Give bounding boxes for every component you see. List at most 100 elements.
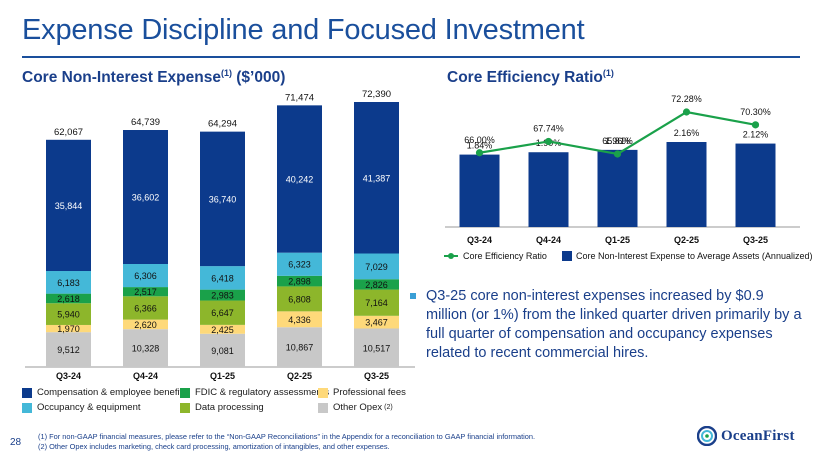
legend-item: Professional fees [318,387,406,398]
legend-swatch [22,402,32,413]
data-label: 2,620 [134,320,157,330]
line-data-label: 72.28% [671,94,702,104]
legend-footnote: (2) [384,404,393,411]
bar-segment [123,329,168,367]
data-label: 36,602 [132,193,160,203]
left-chart-title-footnote: (1) [220,68,232,78]
bar-segment [46,293,91,304]
bar-segment [200,324,245,334]
data-label: 9,081 [211,346,234,356]
data-label: 6,323 [288,260,311,270]
data-label: 6,306 [134,271,157,281]
bar-segment [46,303,91,325]
oceanfirst-logo: OceanFirst [697,426,795,446]
bar-segment [354,289,399,316]
legend-swatch [318,387,328,398]
x-tick-label: Q2-25 [287,371,312,381]
bar-segment [46,332,91,367]
line-data-label: 67.74% [533,123,564,133]
right-chart-title-main: Core Efficiency Ratio [447,69,603,87]
x-tick-label: Q3-25 [364,371,389,381]
bar-data-label: 1.96% [605,136,631,146]
total-label: 62,067 [54,127,83,138]
efficiency-point [751,121,760,129]
legend-label: Compensation & employee benefits [37,387,187,398]
data-label: 40,242 [286,175,314,185]
bar-segment [123,296,168,320]
legend-item: Compensation & employee benefits [22,387,187,398]
commentary-text: Q3-25 core non-interest expenses increas… [426,288,802,361]
legend-swatch [180,387,190,398]
data-label: 2,983 [211,291,234,301]
bar-segment [277,252,322,276]
x-tick-label: Q2-25 [674,235,699,245]
x-tick-label: Q3-24 [467,235,492,245]
legend-swatch [318,402,328,413]
legend-label: Core Efficiency Ratio [463,251,547,261]
stacked-expense-chart: 9,512 1,970 5,940 2,618 6,183 35,844 62,067 Q3-… [25,89,415,381]
data-label: 10,517 [363,343,391,353]
x-tick-label: Q4-24 [536,235,561,245]
legend-label: Core Non-Interest Expense to Average Ass… [576,251,812,261]
data-label: 9,512 [57,345,80,355]
bar-segment [46,139,91,272]
bar-data-label: 2.16% [674,128,700,138]
legend-label: FDIC & regulatory assessments [195,387,330,398]
right-chart-title-footnote: (1) [602,68,614,78]
legend-item: Occupancy & equipment [22,402,141,413]
bar-data-label: 2.12% [743,130,769,140]
data-label: 41,387 [363,173,391,183]
bar-data-label: 1.84% [467,141,493,151]
bullet-marker [410,293,416,299]
left-chart-title-unit: ($’000) [231,69,286,87]
efficiency-point [613,150,622,158]
data-label: 2,425 [211,325,234,335]
data-label: 6,366 [134,303,157,313]
data-label: 36,740 [209,194,237,204]
efficiency-point [682,108,691,116]
bar-segment [200,266,245,290]
commentary-bullet: Q3-25 core non-interest expenses increas… [410,287,805,363]
bar-segment [200,131,245,267]
bar-segment [200,333,245,367]
bar-segment [277,311,322,328]
ratio-bar [666,142,707,227]
legend-item: Other Opex (2) [318,402,393,413]
legend-label: Occupancy & equipment [37,402,141,413]
ratio-bar [597,149,638,227]
bar-segment [123,130,168,264]
efficiency-line [479,110,756,156]
data-label: 6,183 [57,278,80,288]
page-number: 28 [10,437,22,448]
bar-segment [123,319,168,330]
data-label: 5,940 [57,310,80,320]
bar-segment [123,287,168,297]
bar-segment [277,105,322,253]
data-label: 7,029 [365,262,388,272]
efficiency-point [475,149,484,157]
footnotes: (1) For non-GAAP financial measures, ple… [38,432,535,451]
footnote-2: (2) Other Opex includes marketing, check… [38,441,390,451]
logo-wordmark: OceanFirst [721,427,795,444]
bar-segment [277,327,322,367]
bar-segment [354,315,399,329]
data-label: 4,336 [288,315,311,325]
legend-label: Other Opex [333,402,383,413]
legend-bar-swatch [562,251,572,261]
bar-segment [46,324,91,333]
line-data-label: 66.00% [464,135,495,145]
data-label: 3,467 [365,318,388,328]
bar-segment [354,102,399,254]
legend-swatch [180,402,190,413]
right-chart-title: Core Efficiency Ratio(1) [447,68,614,87]
legend-swatch [22,387,32,398]
total-label: 64,294 [208,119,237,130]
title-divider [22,56,800,58]
logo-mark-icon [697,426,717,446]
data-label: 35,844 [55,201,83,211]
legend-label: Professional fees [333,387,406,398]
ratio-bar [459,154,500,227]
data-label: 1,970 [57,324,80,334]
x-tick-label: Q3-24 [56,371,81,381]
data-label: 7,164 [365,298,388,308]
